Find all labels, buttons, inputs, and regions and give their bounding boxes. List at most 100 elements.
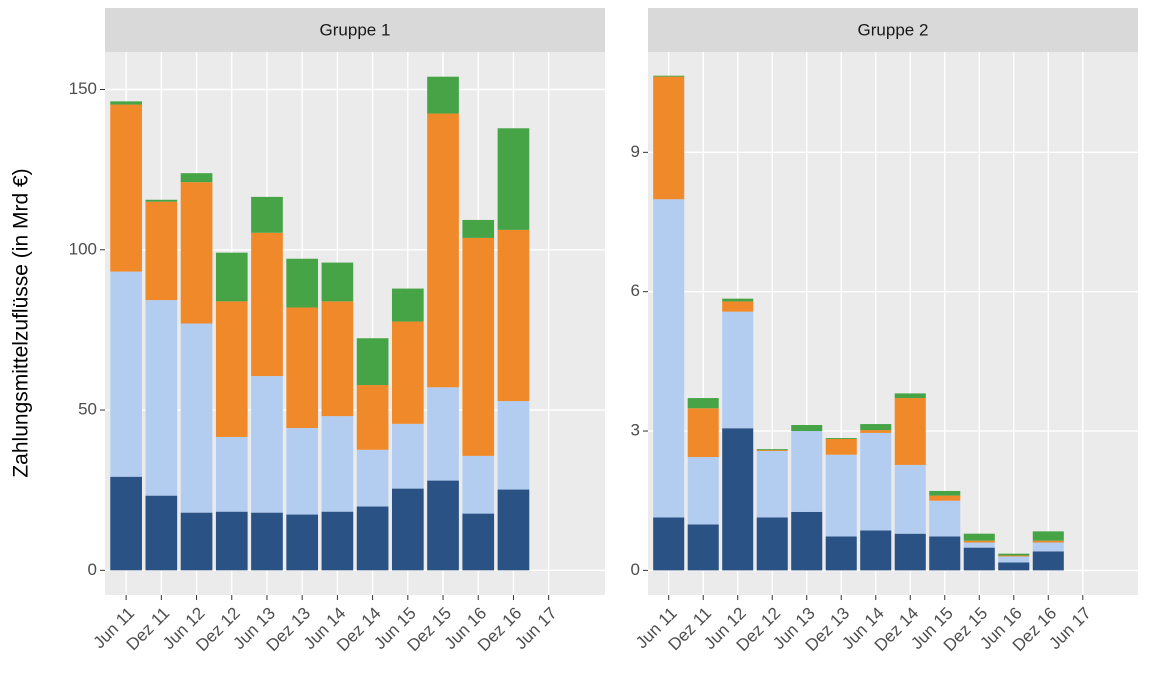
bar-segment <box>391 423 424 489</box>
bar-segment <box>110 101 142 105</box>
y-axis-label: Zahlungsmittelzuflüsse (in Mrd €) <box>10 168 33 477</box>
bar-segment <box>998 556 1030 563</box>
bar-segment <box>687 408 719 458</box>
bar-segment <box>497 401 530 490</box>
bar-segment <box>497 229 530 402</box>
bar-segment <box>286 258 319 308</box>
bar-segment <box>687 398 719 409</box>
bar-segment <box>756 449 788 451</box>
bar-segment <box>110 104 142 272</box>
bar-segment <box>756 450 788 452</box>
bar-segment <box>722 311 754 429</box>
bar-segment <box>321 416 354 512</box>
bar-segment <box>1032 551 1064 571</box>
bar-segment <box>894 533 926 571</box>
y-tick-label: 100 <box>69 239 97 258</box>
bar-segment <box>251 232 283 377</box>
bar-segment <box>825 536 857 571</box>
bar-segment <box>251 512 283 571</box>
bar-segment <box>462 237 495 456</box>
bar-segment <box>427 113 459 388</box>
bar-segment <box>825 438 857 455</box>
bar-segment <box>653 517 685 571</box>
bar-segment <box>929 536 961 571</box>
bar-segment <box>286 307 319 428</box>
bar-segment <box>110 271 142 477</box>
bar-segment <box>929 490 961 496</box>
bar-segment <box>356 385 389 450</box>
bar-segment <box>722 301 754 312</box>
bar-segment <box>929 500 961 537</box>
strip <box>105 8 605 52</box>
bar-segment <box>427 76 459 114</box>
bar-segment <box>1032 542 1064 552</box>
bar-segment <box>391 288 424 322</box>
bar-segment <box>894 398 926 465</box>
bar-segment <box>963 542 995 548</box>
panel-background <box>648 52 1138 595</box>
bar-segment <box>497 128 530 230</box>
bar-segment <box>929 495 961 501</box>
bar-segment <box>321 301 354 417</box>
bar-segment <box>687 524 719 571</box>
bar-segment <box>462 455 495 514</box>
bar-segment <box>722 298 754 302</box>
bar-segment <box>1032 540 1064 543</box>
bar-segment <box>860 432 892 531</box>
bar-segment <box>427 387 459 481</box>
bar-segment <box>215 252 248 302</box>
bar-segment <box>653 76 685 200</box>
bar-segment <box>462 513 495 571</box>
bar-segment <box>321 262 354 302</box>
bar-segment <box>180 173 213 183</box>
bar-segment <box>860 424 892 431</box>
bar-segment <box>791 431 823 512</box>
y-tick-label: 0 <box>631 560 640 579</box>
bar-segment <box>825 454 857 537</box>
y-tick-label: 3 <box>631 421 640 440</box>
bar-segment <box>145 199 178 202</box>
bar-segment <box>963 533 995 541</box>
panel-title: Gruppe 2 <box>858 20 929 39</box>
bar-segment <box>145 495 178 571</box>
bar-segment <box>215 301 248 437</box>
bar-segment <box>356 506 389 571</box>
bar-segment <box>391 321 424 424</box>
panel-background <box>105 52 605 595</box>
bar-segment <box>653 199 685 518</box>
bar-segment <box>462 219 495 238</box>
bar-segment <box>894 393 926 399</box>
y-tick-label: 9 <box>631 142 640 161</box>
y-tick-label: 6 <box>631 281 640 300</box>
bar-segment <box>180 512 213 571</box>
bar-segment <box>180 323 213 513</box>
bar-segment <box>497 489 530 571</box>
bar-segment <box>145 201 178 301</box>
bar-segment <box>894 464 926 534</box>
bar-segment <box>391 488 424 571</box>
bar-segment <box>791 511 823 571</box>
y-tick-label: 0 <box>88 560 97 579</box>
strip <box>648 8 1138 52</box>
bar-segment <box>860 430 892 433</box>
bar-segment <box>180 182 213 324</box>
bar-segment <box>356 338 389 386</box>
bar-segment <box>215 436 248 512</box>
bar-segment <box>756 451 788 518</box>
bar-segment <box>251 376 283 513</box>
bar-segment <box>653 75 685 77</box>
bar-segment <box>963 540 995 543</box>
bar-segment <box>825 437 857 439</box>
y-tick-label: 50 <box>78 400 97 419</box>
bar-segment <box>998 555 1030 557</box>
bar-segment <box>110 476 142 571</box>
bar-segment <box>791 424 823 432</box>
bar-segment <box>998 562 1030 571</box>
bar-segment <box>286 427 319 515</box>
bar-segment <box>356 449 389 507</box>
bar-segment <box>756 517 788 571</box>
bar-segment <box>1032 531 1064 541</box>
bar-segment <box>286 514 319 571</box>
bar-segment <box>215 511 248 571</box>
